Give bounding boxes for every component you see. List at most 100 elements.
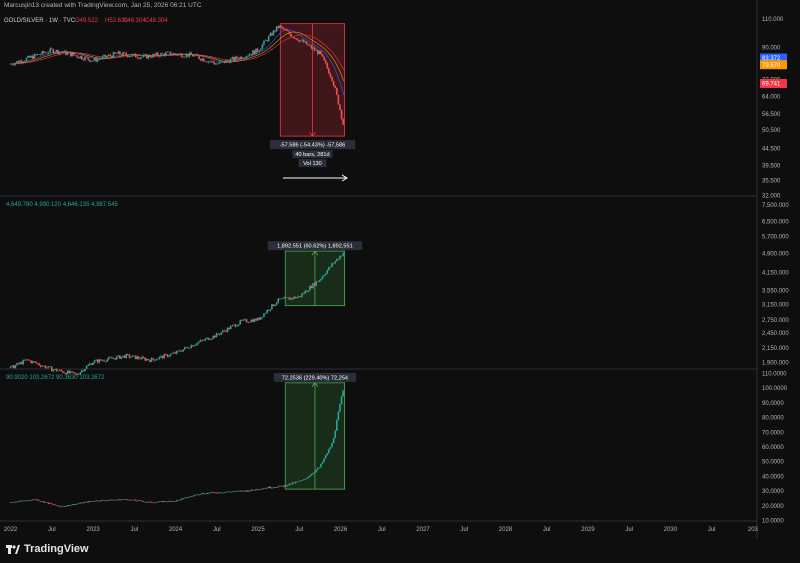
y-tick-label: 70.0000 — [762, 430, 784, 436]
candle-body — [218, 334, 221, 335]
candle-body — [158, 55, 161, 57]
candle-body — [237, 490, 240, 492]
candle-body — [57, 370, 59, 372]
candle-body — [263, 313, 265, 317]
y-tick-label: 100.0000 — [762, 386, 788, 392]
candle-body — [134, 355, 137, 360]
candle-body — [286, 297, 289, 299]
candle-body — [82, 502, 85, 504]
chart-credit: Marcusjin13 created with TradingView.com… — [4, 2, 202, 9]
candle-body — [82, 370, 85, 372]
x-tick-label: Jul — [130, 527, 138, 533]
candle-body — [12, 64, 15, 66]
candle-body — [92, 362, 94, 365]
candle-body — [234, 490, 237, 492]
candle-body — [323, 275, 325, 277]
candle-body — [193, 55, 196, 57]
candle-body — [134, 53, 137, 58]
candle-body — [225, 60, 227, 63]
y-tick-label: 35.500 — [762, 179, 781, 185]
ohlc-values: 4,649.780 4,990.120 4,646.135 4,987.545 — [6, 202, 118, 208]
candle-body — [103, 360, 105, 362]
tradingview-logo-icon — [6, 544, 20, 554]
candle-body — [66, 370, 69, 375]
candle-body — [340, 109, 343, 119]
candle-body — [245, 490, 248, 492]
candle-body — [240, 56, 243, 59]
candle-body — [22, 500, 25, 502]
candle-body — [144, 54, 146, 55]
candle-body — [231, 57, 234, 59]
candle-body — [55, 50, 58, 53]
candle-body — [190, 345, 192, 349]
candle-body — [244, 58, 246, 59]
candle-body — [60, 52, 63, 53]
candle-body — [149, 501, 151, 503]
candle-body — [126, 354, 129, 355]
tradingview-logo[interactable]: TradingView — [6, 543, 89, 555]
y-tick-label: 3,550.000 — [762, 289, 789, 295]
candle-body — [263, 488, 265, 490]
y-tick-label: 50.0000 — [762, 460, 784, 466]
measure-label: 72.2536 (229.40%) 72,254 — [282, 375, 348, 381]
candle-body — [36, 54, 39, 56]
candle-body — [220, 61, 223, 63]
candle-body — [190, 52, 192, 55]
candle-body — [183, 56, 186, 58]
candle-body — [50, 48, 53, 50]
candle-body — [228, 491, 230, 493]
candle-body — [47, 502, 50, 504]
candle-body — [294, 38, 297, 39]
candle-body — [81, 370, 83, 373]
candle-body — [293, 482, 295, 484]
price-tag-label: 69.741 — [762, 82, 781, 88]
candle-body — [218, 61, 221, 64]
candle-body — [114, 52, 116, 54]
candle-body — [172, 352, 175, 354]
candle-body — [85, 366, 88, 369]
candle-body — [267, 310, 270, 311]
candle-body — [106, 500, 108, 502]
candle-body — [320, 50, 322, 55]
candle-body — [297, 296, 300, 298]
candle-body — [122, 52, 124, 56]
candle-body — [152, 358, 154, 360]
candle-body — [30, 55, 32, 58]
candle-body — [49, 366, 51, 367]
candle-body — [114, 499, 116, 501]
candle-body — [340, 396, 343, 405]
candle-body — [244, 319, 246, 320]
candle-body — [106, 56, 108, 58]
candle-body — [52, 49, 55, 53]
candle-body — [324, 60, 327, 64]
candle-body — [313, 47, 316, 51]
candle-body — [239, 56, 242, 60]
candle-body — [79, 56, 82, 59]
y-tick-label: 2,450.000 — [762, 331, 789, 337]
candle-body — [329, 447, 332, 450]
x-tick-label: Jul — [213, 527, 221, 533]
candle-body — [229, 326, 232, 330]
candle-body — [114, 358, 116, 360]
candle-body — [168, 500, 170, 502]
candle-body — [204, 338, 207, 341]
candle-body — [217, 333, 219, 335]
candle-body — [30, 499, 32, 501]
candle-body — [182, 349, 185, 352]
candle-body — [177, 53, 180, 56]
candle-body — [74, 504, 77, 505]
candle-body — [95, 500, 97, 502]
candle-body — [296, 481, 299, 483]
candle-body — [193, 345, 196, 347]
candle-body — [136, 356, 139, 360]
candle-body — [161, 501, 164, 503]
candle-body — [69, 371, 72, 374]
candle-body — [258, 317, 261, 320]
brand-name: TradingView — [24, 543, 89, 555]
candle-body — [278, 485, 281, 487]
candle-body — [336, 87, 338, 95]
candle-body — [261, 316, 264, 318]
y-tick-label: 20.0000 — [762, 504, 784, 510]
candle-body — [252, 489, 254, 491]
